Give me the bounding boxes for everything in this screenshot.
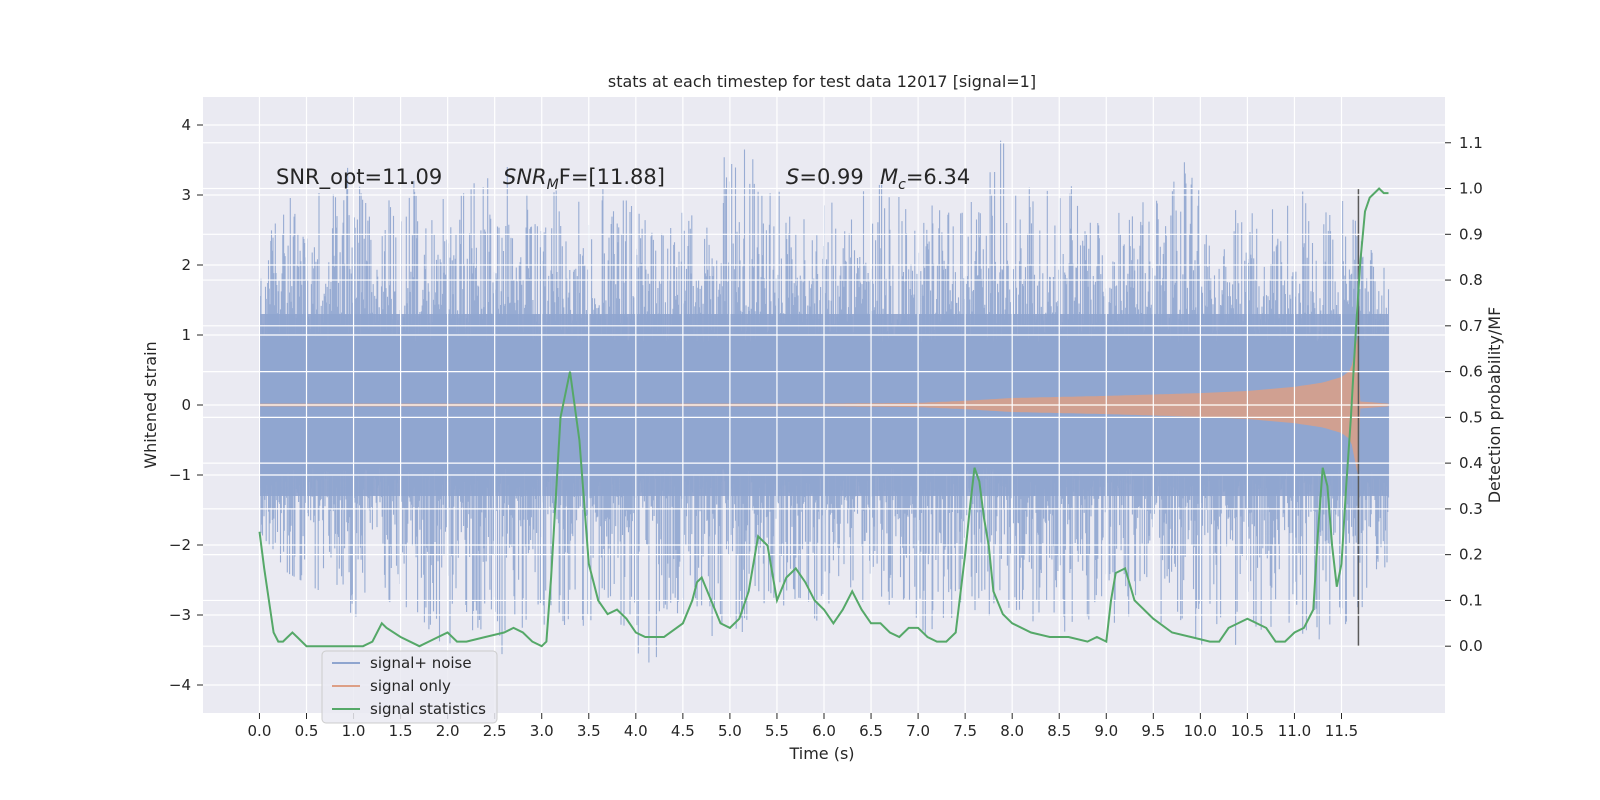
x-tick-label-23: 11.5: [1325, 722, 1358, 740]
x-tick-label-12: 6.0: [812, 722, 836, 740]
x-tick-label-0: 0.0: [248, 722, 272, 740]
x-axis-label: Time (s): [788, 744, 854, 763]
legend-label-signal-plus-noise: signal+ noise: [370, 654, 472, 672]
x-tick-label-18: 9.0: [1094, 722, 1118, 740]
x-tick-label-7: 3.5: [577, 722, 601, 740]
y-right-tick-label-0: 0.0: [1459, 637, 1483, 655]
x-tick-label-19: 9.5: [1141, 722, 1165, 740]
y-right-tick-label-6: 0.6: [1459, 363, 1483, 381]
y-tick-label-5: 1: [181, 326, 191, 344]
x-tick-label-17: 8.5: [1047, 722, 1071, 740]
series-signal-statistics: [258, 187, 1389, 648]
x-tick-label-9: 4.5: [671, 722, 695, 740]
y-tick-label-0: −4: [169, 676, 191, 694]
x-tick-label-16: 8.0: [1000, 722, 1024, 740]
legend-label-signal-only: signal only: [370, 677, 451, 695]
y-tick-label-3: −1: [169, 466, 191, 484]
x-tick-label-11: 5.5: [765, 722, 789, 740]
x-tick-label-5: 2.5: [483, 722, 507, 740]
x-tick-label-14: 7.0: [906, 722, 930, 740]
y-right-tick-label-2: 0.2: [1459, 546, 1483, 564]
x-tick-label-10: 5.0: [718, 722, 742, 740]
annotations: SNR_opt=11.09 SNRMF=[11.88] S=0.99 Mc=6.…: [276, 165, 970, 193]
y-tick-label-6: 2: [181, 256, 191, 274]
x-tick-label-15: 7.5: [953, 722, 977, 740]
x-tick-label-2: 1.0: [342, 722, 366, 740]
signal-statistics-line: [258, 187, 1389, 648]
legend-box: [321, 650, 498, 724]
y-right-tick-label-7: 0.7: [1459, 317, 1483, 335]
x-tick-label-20: 10.0: [1184, 722, 1217, 740]
y-tick-label-1: −3: [169, 606, 191, 624]
x-tick-label-4: 2.0: [436, 722, 460, 740]
x-tick-label-13: 6.5: [859, 722, 883, 740]
y-right-tick-label-5: 0.5: [1459, 408, 1483, 426]
x-tick-label-6: 3.0: [530, 722, 554, 740]
y-right-tick-label-4: 0.4: [1459, 454, 1483, 472]
y-right-tick-label-8: 0.8: [1459, 271, 1483, 289]
x-tick-label-22: 11.0: [1278, 722, 1311, 740]
y-right-tick-label-1: 0.1: [1459, 591, 1483, 609]
x-tick-label-8: 4.0: [624, 722, 648, 740]
y-right-tick-label-10: 1.0: [1459, 180, 1483, 198]
chart-title: stats at each timestep for test data 120…: [608, 72, 1036, 91]
y-right-axis-label: Detection probability/MF: [1485, 307, 1504, 504]
y-axis-label: Whitened strain: [141, 341, 160, 468]
x-tick-label-21: 10.5: [1231, 722, 1264, 740]
x-tick-label-3: 1.5: [389, 722, 413, 740]
y-tick-label-8: 4: [181, 116, 191, 134]
legend-label-signal-statistics: signal statistics: [370, 700, 486, 718]
annotation-snr-mf: SNRMF=[11.88]: [503, 165, 665, 193]
y-right-tick-label-11: 1.1: [1459, 134, 1483, 152]
x-tick-label-1: 0.5: [295, 722, 319, 740]
y-right-tick-label-3: 0.3: [1459, 500, 1483, 518]
legend: signal+ noise signal only signal statist…: [321, 650, 498, 724]
y-tick-label-2: −2: [169, 536, 191, 554]
y-right-tick-label-9: 0.9: [1459, 225, 1483, 243]
y-tick-label-7: 3: [181, 186, 191, 204]
annotation-snr-opt: SNR_opt=11.09: [276, 165, 442, 190]
y-tick-label-4: 0: [181, 396, 191, 414]
annotation-mc: Mc=6.34: [880, 165, 970, 193]
annotation-s: S=0.99: [786, 165, 864, 189]
